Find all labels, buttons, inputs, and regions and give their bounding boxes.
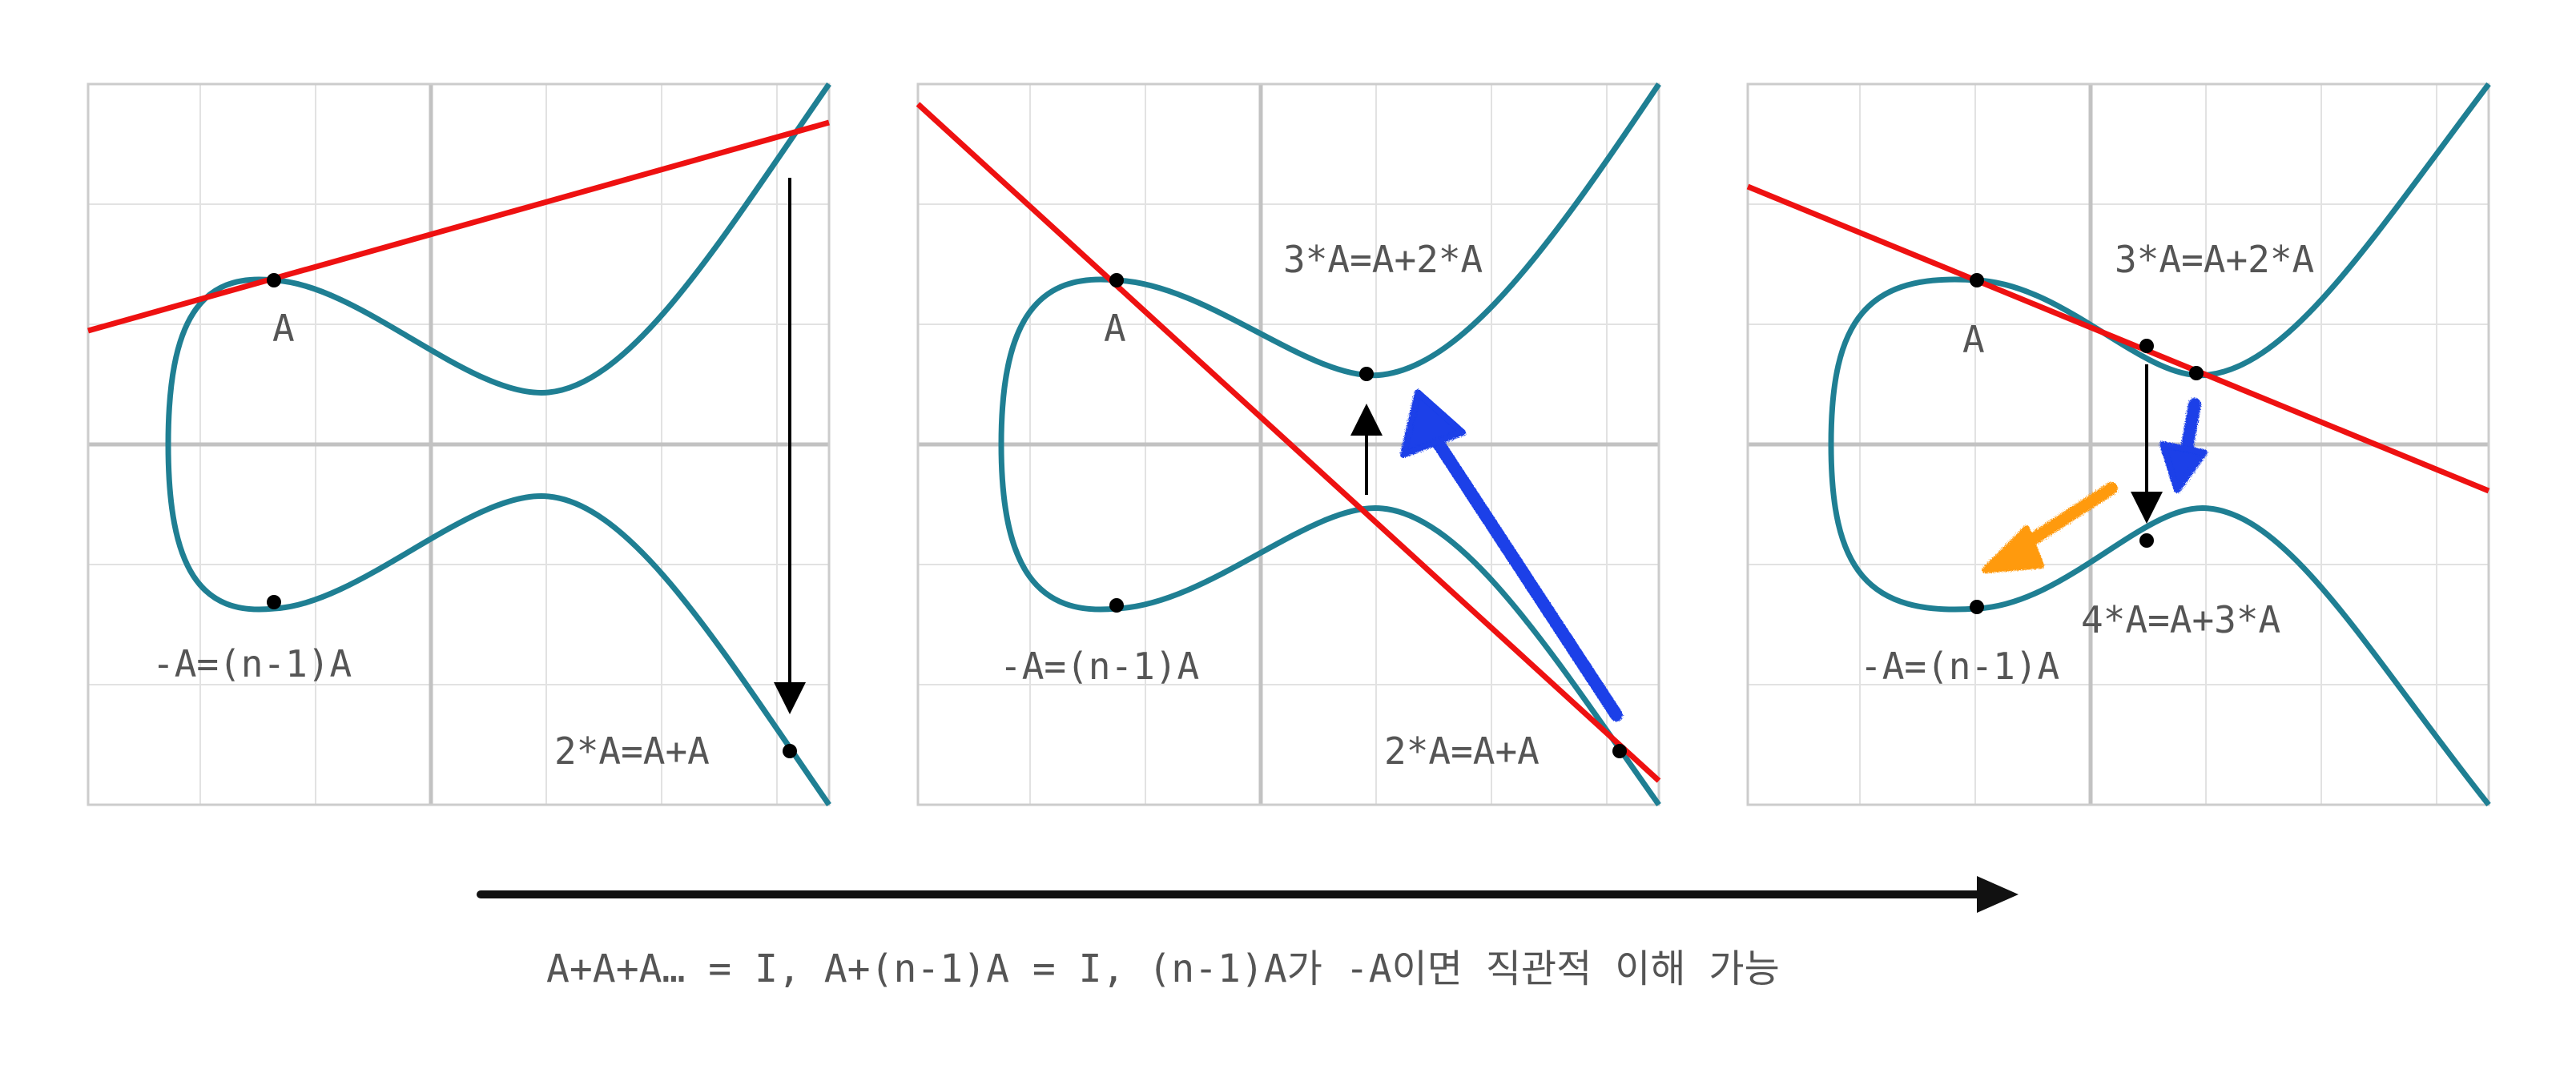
secant-line: [1746, 183, 2490, 494]
axes: [1748, 84, 2489, 805]
points: [1970, 273, 2204, 614]
label-a: A: [1962, 318, 1985, 361]
label-neg-a: -A=(n-1)A: [1860, 645, 2059, 688]
blue-arrow-icon: [2159, 398, 2208, 493]
caption: A+A+A… = I, A+(n-1)A = I, (n-1)A가 -A이면 직…: [546, 946, 1780, 991]
point-2a: [2139, 339, 2154, 353]
label-2a: 2*A=A+A: [554, 729, 710, 773]
points: [267, 273, 797, 758]
label-3a: 3*A=A+2*A: [1283, 238, 1483, 281]
point-3a: [1359, 367, 1374, 381]
label-2a: 2*A=A+A: [1384, 729, 1540, 773]
point-neg-a: [1970, 600, 1984, 614]
secant-line: [916, 102, 1661, 783]
elliptic-curve: [1828, 82, 2491, 807]
point-neg-a: [1109, 598, 1124, 613]
label-a: A: [272, 307, 295, 350]
point-a: [1109, 273, 1124, 287]
point-a: [1970, 273, 1984, 287]
plot-frame: [87, 82, 831, 806]
point-2a: [783, 744, 797, 758]
label-neg-a: -A=(n-1)A: [1000, 645, 1199, 688]
blue-arrow-icon: [1400, 389, 1623, 721]
axes: [88, 84, 829, 805]
label-4a: 4*A=A+3*A: [2081, 598, 2280, 641]
label-3a: 3*A=A+2*A: [2115, 238, 2314, 281]
point-2a: [1612, 744, 1627, 758]
long-right-arrow-icon: [477, 876, 2019, 913]
label-a: A: [1104, 307, 1126, 350]
elliptic-curve: [998, 82, 1661, 807]
panel-3: A 3*A=A+2*A 4*A=A+3*A -A=(n-1)A: [1746, 82, 2491, 807]
tangent-line: [87, 119, 830, 334]
point-3a: [2189, 366, 2204, 380]
grid: [918, 84, 1659, 805]
point-4a: [2139, 533, 2154, 548]
plot-frame: [1746, 82, 2490, 806]
points: [1109, 273, 1627, 758]
orange-arrow-icon: [1982, 482, 2118, 573]
point-a: [267, 273, 281, 287]
panel-2: A 3*A=A+2*A -A=(n-1)A 2*A=A+A: [916, 82, 1661, 807]
panel-1: A -A=(n-1)A 2*A=A+A: [87, 82, 831, 806]
plot-frame: [916, 82, 1660, 806]
point-neg-a: [267, 595, 281, 609]
label-neg-a: -A=(n-1)A: [152, 642, 352, 685]
elliptic-curve: [165, 82, 831, 806]
